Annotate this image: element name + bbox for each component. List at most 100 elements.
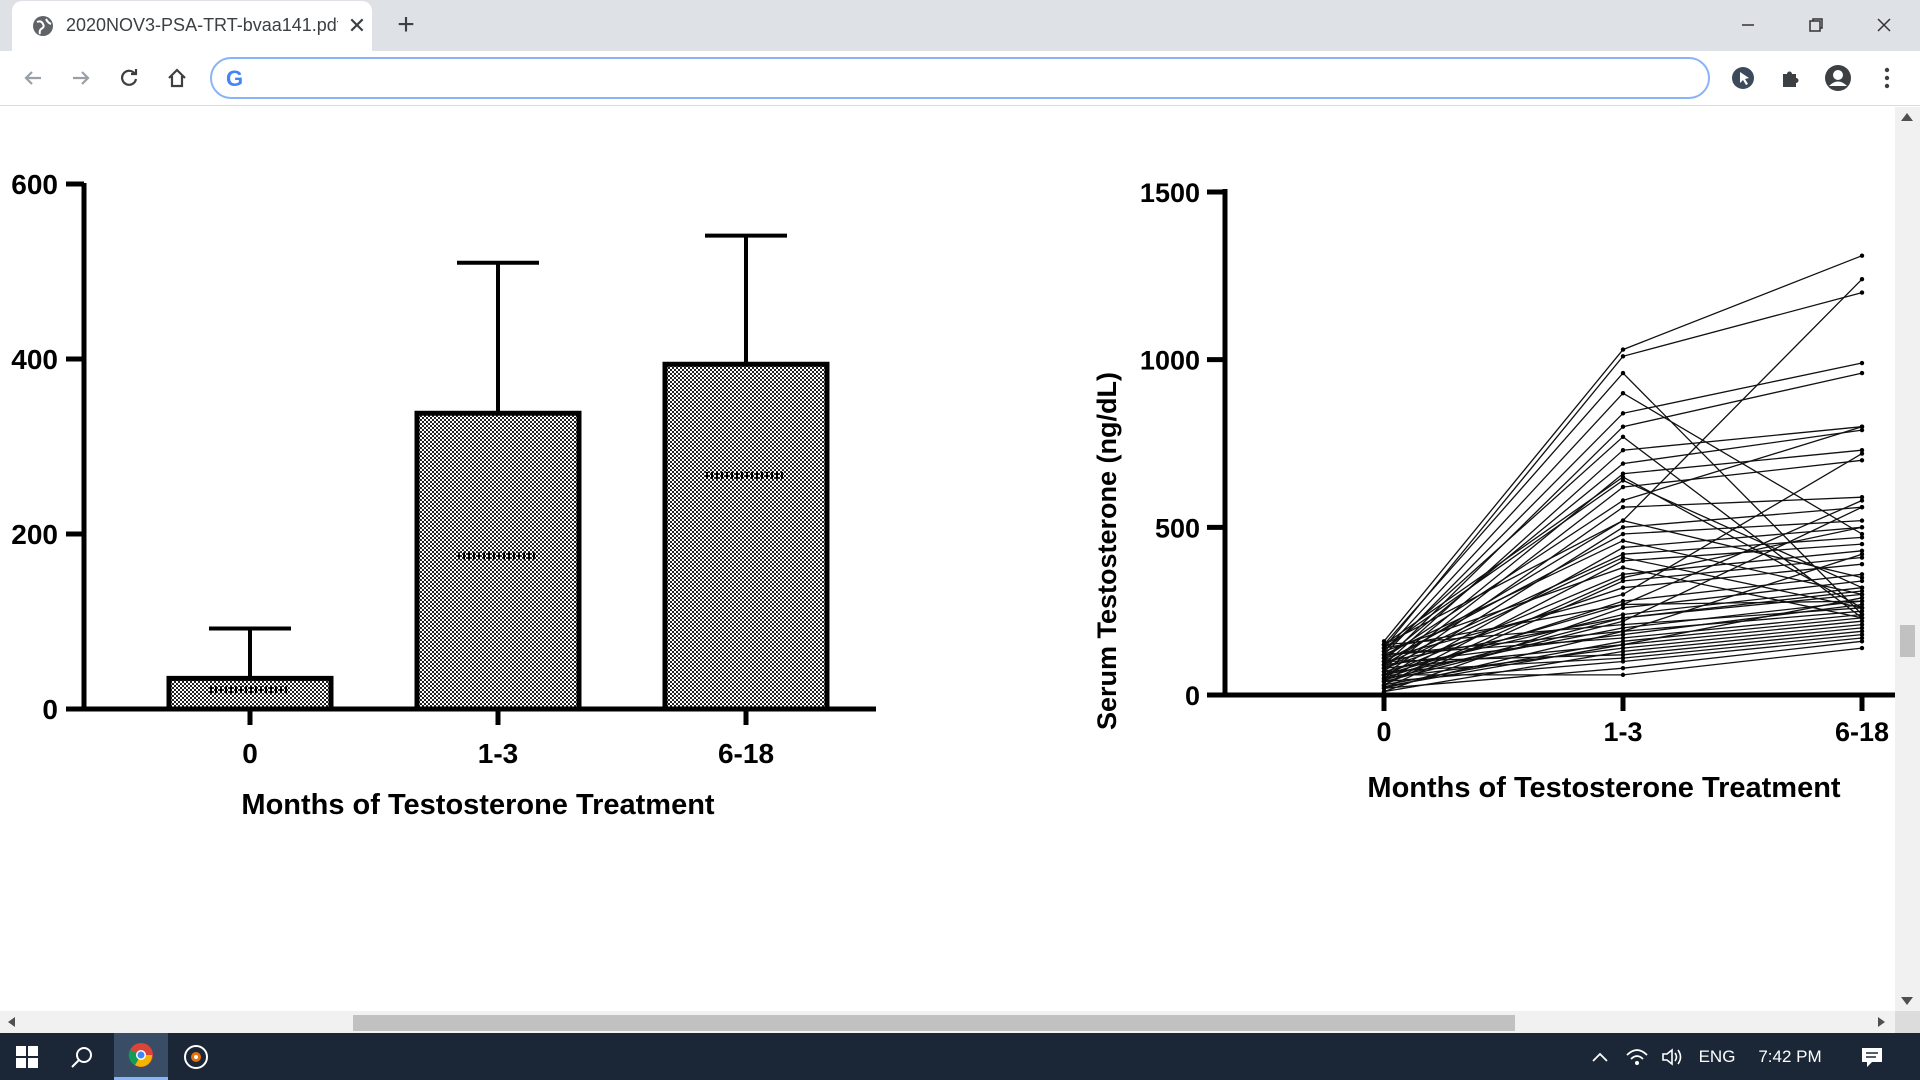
data-point (1620, 575, 1626, 580)
bar-x-tick-label: 1-3 (478, 738, 518, 769)
vertical-scrollbar[interactable] (1895, 107, 1920, 1011)
data-point (1859, 622, 1865, 627)
notification-icon[interactable] (1852, 1033, 1892, 1080)
data-point (1620, 538, 1626, 543)
data-point (1859, 424, 1865, 429)
scroll-down-arrow-icon[interactable] (1901, 997, 1913, 1005)
profile-icon[interactable] (1821, 61, 1855, 95)
cursor-extension-icon[interactable] (1726, 61, 1760, 95)
data-point (1620, 619, 1626, 624)
language-indicator[interactable]: ENG (1694, 1033, 1740, 1080)
data-point (1620, 592, 1626, 597)
data-point (1620, 478, 1626, 483)
data-point (1859, 578, 1865, 584)
data-point (1859, 585, 1865, 590)
data-point (1859, 572, 1865, 577)
data-point (1620, 632, 1626, 637)
clock[interactable]: 7:42 PM (1748, 1033, 1832, 1080)
data-point (1620, 545, 1626, 550)
data-point (1859, 635, 1865, 641)
data-point (1859, 592, 1865, 597)
bar-y-tick-label: 400 (11, 344, 58, 375)
pdf-viewport: 0 200 400 600 0 1-3 6-18 Months of Testostero… (0, 107, 1895, 1011)
data-point (1620, 565, 1626, 570)
data-point (1859, 451, 1865, 456)
horizontal-scrollbar[interactable] (0, 1011, 1895, 1033)
puzzle-extension-icon[interactable] (1774, 61, 1808, 95)
data-point (1620, 602, 1626, 607)
windows-start-icon[interactable] (0, 1033, 54, 1080)
restore-icon[interactable] (1796, 8, 1836, 42)
data-point (1381, 649, 1387, 654)
horizontal-scroll-thumb[interactable] (353, 1015, 1515, 1031)
data-point (1620, 555, 1626, 560)
taskbar: ENG 7:42 PM (0, 1033, 1920, 1080)
chrome-icon[interactable] (114, 1033, 168, 1080)
data-point (1620, 391, 1626, 396)
data-point (1620, 655, 1626, 661)
plus-icon[interactable]: + (397, 8, 415, 41)
data-point (1620, 424, 1626, 429)
scrollbar-corner (1895, 1011, 1920, 1033)
data-point (1859, 535, 1865, 540)
data-point (1381, 655, 1387, 661)
data-point (1859, 575, 1865, 580)
vertical-scroll-thumb[interactable] (1900, 625, 1915, 657)
chevron-up-icon[interactable] (1584, 1033, 1616, 1080)
url-input[interactable] (260, 65, 1680, 91)
data-point (1381, 639, 1387, 644)
minimize-icon[interactable] (1728, 8, 1768, 42)
line-x-tick-label: 1-3 (1603, 717, 1642, 747)
data-point (1859, 615, 1865, 621)
data-point (1620, 461, 1626, 466)
bar-y-tick-label: 600 (11, 169, 58, 200)
data-point (1620, 531, 1626, 537)
data-point (1859, 448, 1865, 453)
data-point (1620, 622, 1626, 627)
scroll-up-arrow-icon[interactable] (1901, 113, 1913, 121)
back-arrow-icon[interactable] (16, 61, 50, 95)
data-point (1859, 639, 1865, 644)
scroll-right-arrow-icon[interactable] (1878, 1017, 1885, 1027)
kebab-menu-icon[interactable] (1870, 61, 1904, 95)
data-point (1620, 434, 1626, 439)
data-point (1381, 659, 1387, 664)
home-icon[interactable] (160, 61, 194, 95)
data-point (1620, 558, 1626, 564)
data-point (1859, 562, 1865, 567)
google-icon: G (226, 66, 244, 91)
line-x-axis-title: Months of Testosterone Treatment (1367, 772, 1841, 804)
data-point (1620, 615, 1626, 621)
bar-x-tick-label: 0 (242, 738, 258, 769)
close-icon[interactable]: ✕ (347, 13, 367, 38)
browser-tab[interactable]: 2020NOV3-PSA-TRT-bvaa141.pdf ✕ (12, 1, 372, 51)
volume-icon[interactable] (1656, 1033, 1690, 1080)
data-point (1859, 629, 1865, 634)
forward-arrow-icon[interactable] (64, 61, 98, 95)
data-point (1381, 642, 1387, 647)
data-point (1859, 588, 1865, 594)
data-point (1859, 548, 1865, 554)
search-icon[interactable] (58, 1033, 106, 1080)
data-point (1859, 632, 1865, 637)
data-point (1859, 551, 1865, 557)
data-point (1381, 677, 1387, 683)
browser-toolbar: G (0, 51, 1920, 106)
data-point (1620, 598, 1626, 604)
media-app-icon[interactable] (172, 1033, 220, 1080)
line-x-tick-label: 0 (1376, 717, 1391, 747)
data-point (1859, 253, 1865, 258)
window-close-icon[interactable] (1864, 8, 1904, 42)
data-point (1620, 347, 1626, 352)
data-point (1620, 370, 1626, 376)
data-point (1620, 551, 1626, 557)
bar-y-tick-label: 0 (42, 694, 58, 725)
wifi-icon[interactable] (1620, 1033, 1654, 1080)
clock-time: 7:42 PM (1758, 1046, 1822, 1066)
address-bar[interactable]: G (210, 57, 1710, 99)
reload-icon[interactable] (112, 61, 146, 95)
line-y-axis-title: Serum Testosterone (ng/dL) (1092, 372, 1122, 730)
scroll-left-arrow-icon[interactable] (8, 1017, 15, 1027)
data-point (1381, 672, 1387, 678)
data-point (1620, 635, 1626, 641)
